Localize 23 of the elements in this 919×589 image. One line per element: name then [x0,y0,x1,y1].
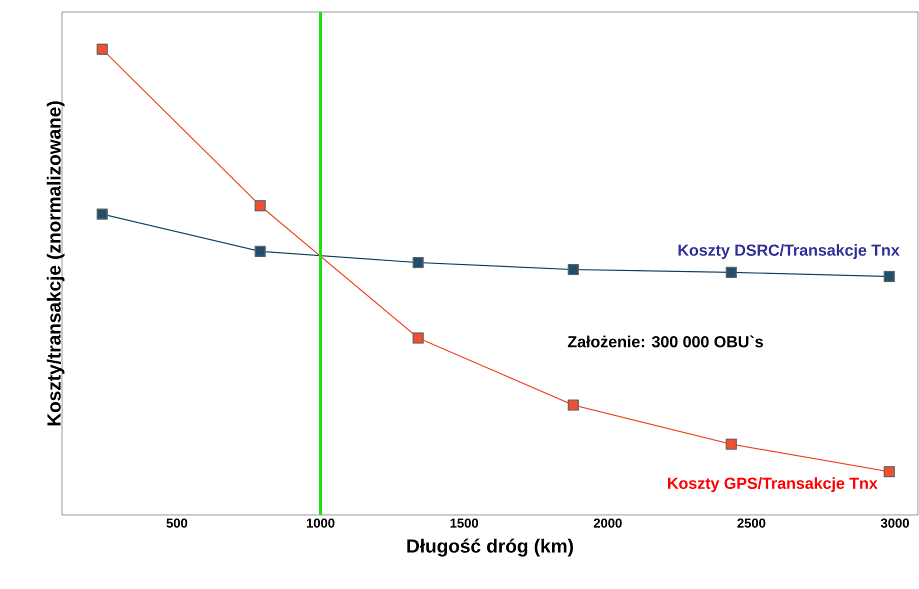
series-label: Koszty GPS/Transakcje Tnx [668,477,878,492]
annotation: Założenie: 300 000 OBU`s [568,336,763,348]
x-tick-label: 500 [166,518,188,528]
point [254,246,266,257]
point [568,399,579,411]
point [96,208,108,220]
point [96,44,108,55]
x-tick-label: 2500 [737,518,766,528]
x-tick-label: 2000 [594,518,622,528]
point [726,438,737,450]
point [726,266,737,278]
x-tick-label: 1000 [306,518,334,528]
point [884,466,895,478]
point [254,200,266,212]
x-tick-label: 1500 [450,518,478,528]
x-axis-title: Długość dróg (km) [407,538,573,557]
point [412,256,424,268]
point [568,264,579,276]
x-tick-label: 3000 [880,518,909,528]
point [412,332,424,344]
series-label: Koszty DSRC/Transakcje Tnx [678,244,900,260]
point [884,270,895,282]
y-axis-title: Koszty/transakcje (znormalizowane) [46,101,64,426]
